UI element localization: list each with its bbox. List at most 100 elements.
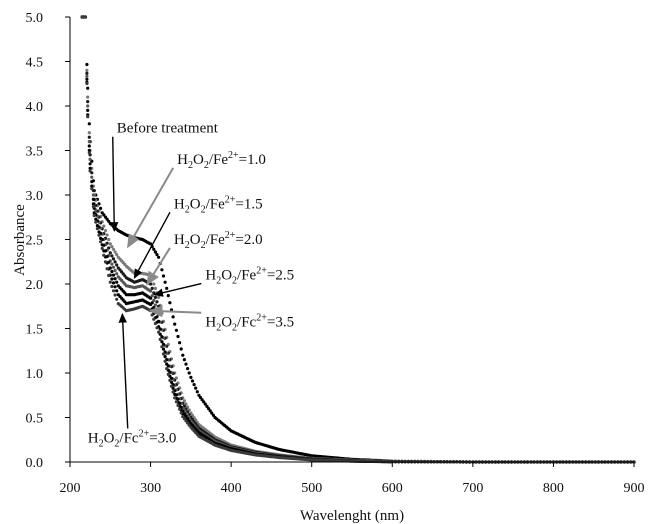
data-point <box>200 398 204 402</box>
data-point <box>157 255 161 259</box>
data-point <box>205 404 209 408</box>
data-point <box>149 302 153 307</box>
data-point <box>182 417 186 421</box>
data-point <box>95 224 99 228</box>
data-point <box>113 293 117 297</box>
annotation-post: /Fc <box>237 315 257 331</box>
y-tick-label: 1.5 <box>26 323 44 338</box>
series <box>80 15 636 464</box>
x-tick-label: 700 <box>462 481 483 496</box>
data-point <box>90 187 94 191</box>
data-point <box>207 407 211 411</box>
data-point <box>149 282 153 286</box>
data-point <box>87 135 91 139</box>
data-point <box>149 289 153 293</box>
data-point <box>161 352 166 356</box>
data-point <box>111 273 116 277</box>
annotation-sub2: 2 <box>201 204 206 215</box>
data-point <box>171 390 175 394</box>
data-point <box>182 399 186 403</box>
y-tick-label: 4.0 <box>26 100 44 115</box>
annotation-label: H2O2/Fe2+=2.0 <box>174 230 263 251</box>
annotation-pre: H <box>205 315 216 331</box>
data-point <box>86 104 90 108</box>
x-tick-label: 800 <box>543 481 564 496</box>
annotation-pre: H <box>174 196 185 212</box>
series <box>80 15 636 464</box>
data-point <box>192 383 196 387</box>
data-point <box>160 345 164 349</box>
data-point <box>174 400 178 404</box>
data-point <box>163 280 167 284</box>
data-point <box>110 245 114 249</box>
x-tick-label: 400 <box>221 481 242 496</box>
annotation-tail: =1.0 <box>239 152 266 168</box>
data-point <box>110 262 114 266</box>
data-point <box>182 358 186 362</box>
data-point <box>203 402 207 406</box>
data-point <box>108 251 112 255</box>
annotation-pre: H <box>88 430 99 446</box>
data-point <box>87 148 91 153</box>
data-point <box>102 213 106 217</box>
data-point <box>87 151 91 155</box>
y-tick-label: 5.0 <box>26 11 44 26</box>
data-point <box>149 296 153 300</box>
data-point <box>103 260 108 264</box>
annotation-tail: =3.5 <box>267 315 294 331</box>
data-point <box>91 197 95 201</box>
data-point <box>152 298 156 302</box>
annotation-label: H2O2/Fe2+=1.5 <box>174 194 263 215</box>
ticks: 200 300 400 500 600 700 800 900 0.0 0.5 1.0 1.5 2.0 2… <box>26 11 645 496</box>
data-point <box>105 267 109 271</box>
data-point <box>187 371 191 375</box>
data-point <box>86 100 90 104</box>
data-point <box>108 242 112 246</box>
data-point <box>152 282 156 286</box>
data-point <box>110 277 114 281</box>
annotation-post: /Fc <box>119 430 139 446</box>
data-point <box>173 392 177 396</box>
data-point <box>115 297 119 301</box>
data-point <box>150 313 154 317</box>
data-point <box>174 328 178 332</box>
data-point <box>166 294 170 298</box>
data-point <box>85 74 89 78</box>
data-point <box>178 407 182 411</box>
data-point <box>160 268 164 272</box>
data-point <box>97 230 101 234</box>
data-point <box>90 175 94 179</box>
x-tick-label: 300 <box>140 481 161 496</box>
data-point <box>107 246 111 250</box>
data-point <box>202 400 206 404</box>
data-point <box>160 340 164 344</box>
data-point <box>108 280 112 284</box>
annotation-sub1: 2 <box>99 438 104 449</box>
data-point <box>179 411 183 415</box>
data-point <box>152 317 156 321</box>
data-point <box>195 390 199 394</box>
data-point <box>94 217 98 221</box>
annotation-tail: =1.5 <box>235 196 262 212</box>
data-point <box>115 280 119 284</box>
annotation-pre: H <box>177 152 188 168</box>
data-point <box>100 243 104 247</box>
data-point <box>153 295 157 299</box>
annotation-sub2: 2 <box>201 240 206 251</box>
data-point <box>158 327 162 331</box>
data-point <box>190 379 195 383</box>
data-point <box>110 269 114 274</box>
annotation-sub2: 2 <box>232 276 237 287</box>
data-point <box>99 240 103 244</box>
y-tick-label: 2.5 <box>26 234 44 249</box>
annotation-arrow <box>109 136 119 232</box>
data-point <box>110 254 114 258</box>
data-point <box>90 180 94 184</box>
annotation-label: Before treatment <box>117 121 219 137</box>
series <box>80 15 636 464</box>
data-point <box>107 237 111 242</box>
data-point <box>152 247 156 251</box>
data-point <box>163 359 167 363</box>
data-point <box>163 355 167 359</box>
data-point <box>155 253 159 257</box>
